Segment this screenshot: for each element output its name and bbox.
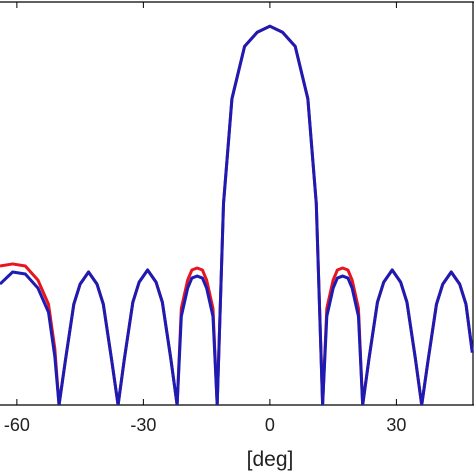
x-tick-label: 30: [386, 415, 406, 435]
series-line: [0, 24, 474, 405]
x-axis-label: [deg]: [247, 448, 294, 471]
x-tick-label: -60: [4, 415, 30, 435]
x-tick-label: 0: [265, 415, 275, 435]
plot-area: [0, 24, 474, 405]
x-tick-label: -30: [130, 415, 156, 435]
